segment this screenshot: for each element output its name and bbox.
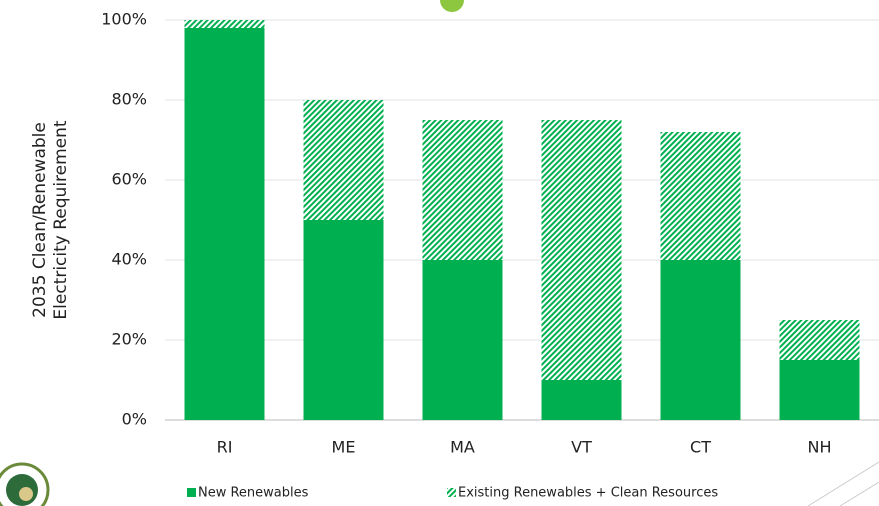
legend-label: New Renewables — [198, 486, 309, 501]
bar-segment — [541, 380, 622, 420]
y-tick-label: 0% — [122, 410, 147, 429]
bar-segment — [779, 360, 860, 420]
bar-segment — [660, 260, 741, 420]
x-tick-label: NH — [808, 438, 832, 457]
y-tick-label: 60% — [111, 170, 147, 189]
y-axis-label-line: Electricity Requirement — [51, 120, 71, 320]
y-axis-label-line: 2035 Clean/Renewable — [30, 122, 50, 318]
y-tick-label: 40% — [111, 250, 147, 269]
y-tick-label: 100% — [101, 10, 147, 29]
y-axis-label: 2035 Clean/Renewable Electricity Requirem… — [30, 120, 71, 320]
x-tick-label: VT — [571, 438, 592, 457]
legend-swatch — [447, 488, 456, 497]
bar-segment — [184, 28, 265, 420]
decor-line — [807, 461, 879, 506]
bar-segment — [779, 320, 860, 360]
bar-segment — [303, 100, 384, 220]
bar-segment — [184, 20, 265, 28]
bar-segment — [422, 260, 503, 420]
x-tick-label: RI — [217, 438, 233, 457]
decor-line — [839, 481, 879, 506]
x-tick-label: MA — [450, 438, 475, 457]
legend-swatch — [187, 488, 196, 497]
bar-segment — [303, 220, 384, 420]
legend-label: Existing Renewables + Clean Resources — [458, 486, 718, 501]
decor-shape — [440, 0, 464, 12]
bar-segment — [541, 120, 622, 380]
y-tick-label: 80% — [111, 90, 147, 109]
x-tick-label: ME — [332, 438, 356, 457]
x-tick-label: CT — [690, 438, 711, 457]
y-tick-label: 20% — [111, 330, 147, 349]
bar-segment — [660, 132, 741, 260]
logo — [0, 462, 50, 506]
bar-segment — [422, 120, 503, 260]
